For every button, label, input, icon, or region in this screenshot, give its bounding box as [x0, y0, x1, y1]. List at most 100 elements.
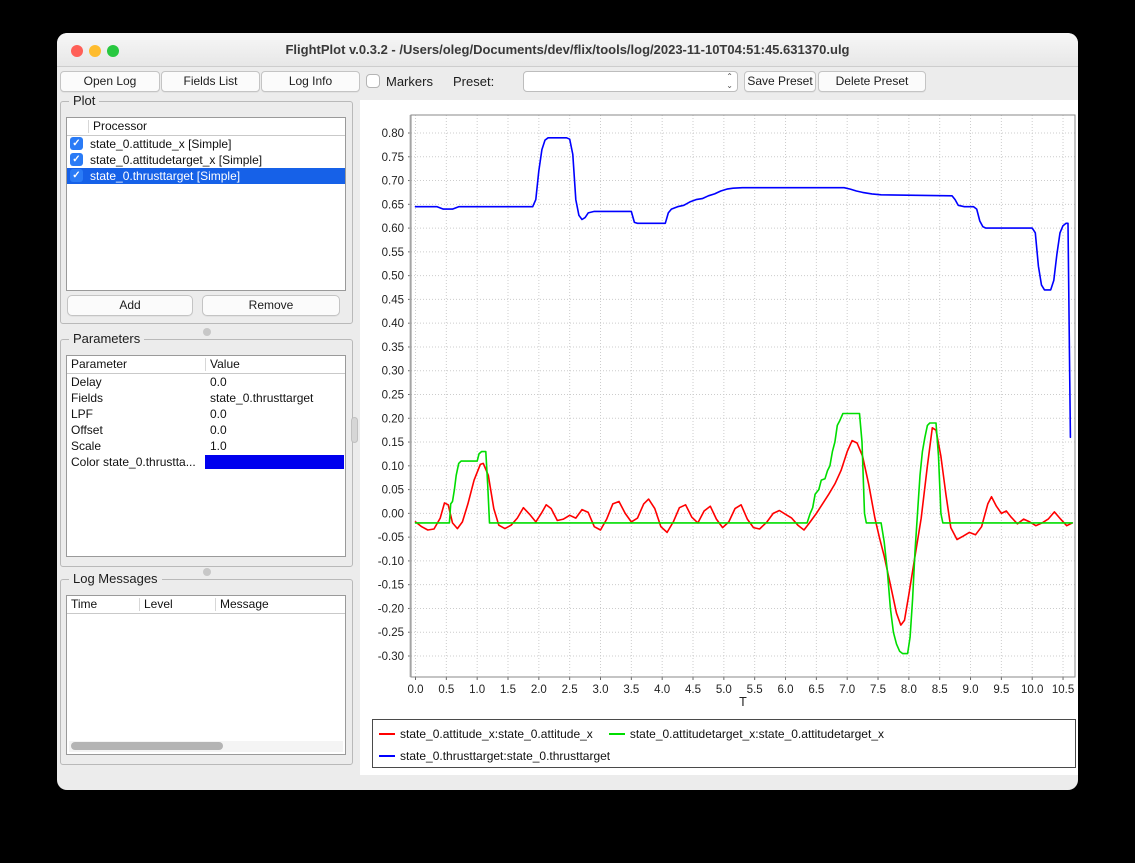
item-label: state_0.thrusttarget [Simple]	[90, 169, 240, 183]
processor-list[interactable]: Processor ✓state_0.attitude_x [Simple]✓s…	[66, 117, 346, 291]
parameter-name: Scale	[71, 439, 101, 453]
preset-combobox[interactable]: ⌃⌄	[523, 71, 738, 92]
series-line	[416, 428, 1073, 625]
y-axis-tick-label: 0.80	[382, 128, 404, 140]
parameter-row[interactable]: LPF0.0	[67, 406, 345, 422]
parameter-row[interactable]: Delay 0.0	[67, 374, 345, 390]
legend-line-icon	[379, 733, 395, 735]
flightplot-window: FlightPlot v.0.3.2 - /Users/oleg/Documen…	[57, 33, 1078, 790]
x-axis-tick-label: 8.0	[901, 684, 917, 696]
x-axis-tick-label: 10.5	[1052, 684, 1074, 696]
y-axis-tick-label: 0.40	[382, 318, 404, 330]
x-axis-tick-label: 7.5	[870, 684, 886, 696]
time-column-header: Time	[71, 597, 97, 611]
combobox-stepper-icon: ⌃⌄	[726, 72, 733, 90]
x-axis-tick-label: 6.0	[778, 684, 794, 696]
legend-label: state_0.thrusttarget:state_0.thrusttarge…	[400, 749, 610, 763]
fields-list-button[interactable]: Fields List	[161, 71, 260, 92]
splitter-handle[interactable]	[203, 328, 211, 336]
item-checkbox[interactable]: ✓	[70, 137, 83, 150]
log-messages-panel-title: Log Messages	[69, 571, 162, 586]
y-axis-tick-label: 0.05	[382, 485, 404, 497]
x-axis-tick-label: 3.0	[593, 684, 609, 696]
parameter-name: Color state_0.thrustta...	[71, 455, 196, 469]
x-axis-tick-label: 7.0	[839, 684, 855, 696]
y-axis-tick-label: 0.10	[382, 461, 404, 473]
x-axis-tick-label: 1.5	[500, 684, 516, 696]
x-axis-tick-label: 8.5	[932, 684, 948, 696]
x-axis-tick-label: 2.0	[531, 684, 547, 696]
y-axis-tick-label: 0.65	[382, 199, 404, 211]
x-axis-label: T	[739, 695, 747, 709]
x-axis-tick-label: 10.0	[1021, 684, 1043, 696]
processor-list-header: Processor	[67, 118, 345, 136]
save-preset-button[interactable]: Save Preset	[744, 71, 816, 92]
processor-list-item[interactable]: ✓ state_0.thrusttarget [Simple]	[67, 168, 345, 184]
parameter-name: Delay	[71, 375, 102, 389]
scrollbar-thumb[interactable]	[71, 742, 223, 750]
window-title: FlightPlot v.0.3.2 - /Users/oleg/Documen…	[57, 33, 1078, 66]
parameter-row[interactable]: Offset0.0	[67, 422, 345, 438]
legend-row: state_0.thrusttarget:state_0.thrusttarge…	[377, 745, 1075, 767]
add-button[interactable]: Add	[67, 295, 193, 316]
y-axis-tick-label: -0.30	[378, 651, 404, 663]
legend-item: state_0.attitudetarget_x:state_0.attitud…	[607, 727, 884, 741]
parameter-row[interactable]: Color state_0.thrustta...	[67, 454, 345, 470]
title-bar: FlightPlot v.0.3.2 - /Users/oleg/Documen…	[57, 33, 1078, 67]
markers-checkbox[interactable]	[366, 74, 380, 88]
y-axis-tick-label: 0.30	[382, 366, 404, 378]
plot-panel-title: Plot	[69, 93, 99, 108]
x-axis-tick-label: 0.5	[438, 684, 454, 696]
parameter-value: state_0.thrusttarget	[210, 391, 313, 405]
parameter-row[interactable]: Scale 1.0	[67, 438, 345, 454]
parameters-table[interactable]: Parameter Value Delay0.0Fieldsstate_0.th…	[66, 355, 346, 557]
x-axis-tick-label: 5.5	[747, 684, 763, 696]
legend-item: state_0.attitude_x:state_0.attitude_x	[377, 727, 593, 741]
parameter-value: 0.0	[210, 375, 227, 389]
series-line	[416, 138, 1071, 438]
legend-row: state_0.attitude_x:state_0.attitude_x sta…	[377, 723, 1075, 745]
x-axis-tick-label: 0.0	[408, 684, 424, 696]
parameter-name: Fields	[71, 391, 103, 405]
y-axis-tick-label: 0.50	[382, 271, 404, 283]
parameter-row[interactable]: Fields state_0.thrusttarget	[67, 390, 345, 406]
item-checkbox[interactable]: ✓	[70, 169, 83, 182]
markers-label: Markers	[386, 74, 433, 89]
y-axis-tick-label: 0.25	[382, 389, 404, 401]
processor-list-item[interactable]: ✓state_0.attitude_x [Simple]	[67, 136, 345, 152]
flight-chart[interactable]: 0.00.51.01.52.02.53.03.54.04.55.05.56.06…	[360, 100, 1078, 775]
splitter-handle[interactable]	[203, 568, 211, 576]
y-axis-tick-label: -0.05	[378, 532, 404, 544]
item-label: state_0.attitudetarget_x [Simple]	[90, 153, 262, 167]
parameter-column-header: Parameter	[71, 357, 127, 371]
log-info-button[interactable]: Log Info	[261, 71, 360, 92]
legend-item: state_0.thrusttarget:state_0.thrusttarge…	[377, 749, 610, 763]
x-axis-tick-label: 6.5	[808, 684, 824, 696]
message-column-header: Message	[220, 597, 269, 611]
vertical-splitter-handle[interactable]	[351, 417, 358, 443]
parameter-value: 1.0	[210, 439, 227, 453]
level-column-header: Level	[144, 597, 173, 611]
remove-button[interactable]: Remove	[202, 295, 340, 316]
legend-line-icon	[609, 733, 625, 735]
parameters-panel-title: Parameters	[69, 331, 144, 346]
log-messages-table[interactable]: Time Level Message	[66, 595, 346, 755]
y-axis-tick-label: 0.20	[382, 413, 404, 425]
y-axis-tick-label: 0.35	[382, 342, 404, 354]
x-axis-tick-label: 4.5	[685, 684, 701, 696]
x-axis-tick-label: 2.5	[562, 684, 578, 696]
parameter-value: 0.0	[210, 407, 227, 421]
x-axis-tick-label: 9.5	[993, 684, 1009, 696]
horizontal-scrollbar[interactable]	[69, 741, 343, 752]
y-axis-tick-label: 0.70	[382, 176, 404, 188]
processor-list-item[interactable]: ✓ state_0.attitudetarget_x [Simple]	[67, 152, 345, 168]
delete-preset-button[interactable]: Delete Preset	[818, 71, 926, 92]
preset-label: Preset:	[453, 74, 494, 89]
legend-label: state_0.attitude_x:state_0.attitude_x	[400, 727, 593, 741]
chart-legend: state_0.attitude_x:state_0.attitude_xsta…	[372, 719, 1076, 768]
open-log-button[interactable]: Open Log	[60, 71, 160, 92]
log-messages-header: Time Level Message	[67, 596, 345, 614]
item-checkbox[interactable]: ✓	[70, 153, 83, 166]
x-axis-tick-label: 1.0	[469, 684, 485, 696]
color-swatch[interactable]	[205, 455, 344, 469]
